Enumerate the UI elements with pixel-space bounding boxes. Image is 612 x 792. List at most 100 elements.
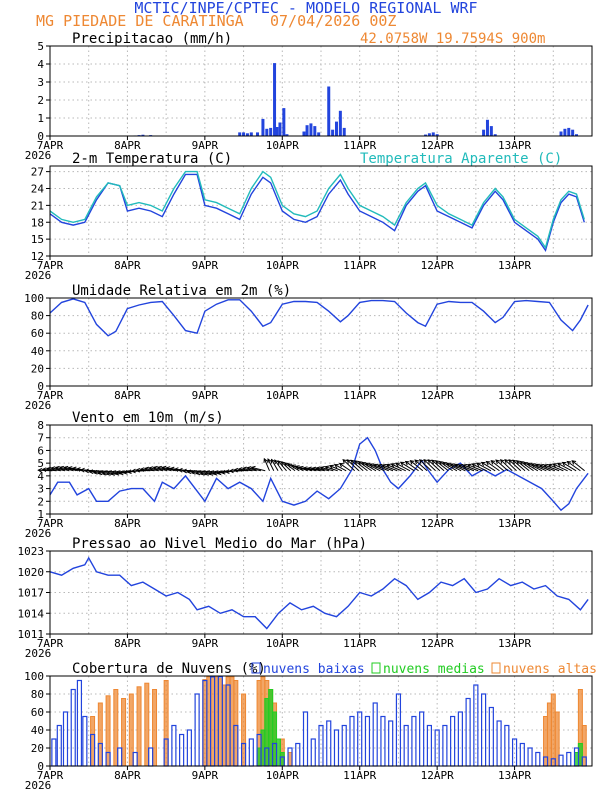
precip-bar — [567, 127, 571, 136]
wind-arrowhead — [495, 459, 501, 465]
wind-arrowhead — [442, 461, 448, 467]
wind-shaft — [471, 463, 487, 472]
x-tick-label: 9APR — [192, 389, 219, 402]
wind-arrowhead — [182, 468, 187, 474]
precip-bar — [331, 129, 335, 136]
x-tick-label: 9APR — [192, 637, 219, 650]
wind-arrowhead — [324, 465, 330, 470]
wind-arrowhead — [434, 460, 440, 465]
wind-arrowhead — [190, 469, 196, 475]
wind-arrowhead — [126, 469, 132, 475]
wind-arrowhead — [177, 467, 183, 473]
wind-arrowhead — [250, 465, 256, 471]
wind-arrowhead — [423, 458, 429, 464]
wind-arrowhead — [404, 460, 410, 466]
wind-arrowhead — [543, 464, 549, 469]
precip-bar — [238, 132, 242, 136]
cloud-bar-altas — [287, 752, 293, 767]
wind-arrowhead — [490, 460, 496, 465]
y-tick-label: 40 — [31, 724, 44, 737]
precip-bar — [309, 123, 313, 136]
wind-arrowhead — [342, 458, 348, 464]
header-run: 07/04/2026 00Z — [270, 12, 396, 30]
wind-arrowhead — [97, 470, 103, 476]
precip-bar — [571, 129, 575, 136]
wind-arrowhead — [92, 469, 98, 475]
y-tick-label: 80 — [31, 688, 44, 701]
y-tick-label: 100 — [24, 292, 44, 305]
header-coords: 42.0758W 19.7594S 900m — [360, 31, 545, 47]
wind-arrowhead — [283, 462, 289, 467]
panel-title: Vento em 10m (m/s) — [72, 410, 224, 426]
precip-bar — [482, 129, 486, 136]
y-tick-label: 20 — [31, 742, 44, 755]
wind-shaft — [339, 463, 351, 472]
x-tick-label: 9APR — [192, 259, 219, 272]
wind-shaft — [463, 464, 479, 472]
wind-shaft — [405, 461, 419, 472]
wind-arrowhead — [418, 459, 424, 464]
precip-bar — [282, 108, 286, 136]
wind-shaft — [495, 459, 509, 472]
wind-shaft — [439, 461, 453, 472]
x-tick-label: 13APR — [498, 637, 531, 650]
y-tick-label: 100 — [24, 670, 44, 683]
y-tick-label: 15 — [31, 233, 44, 246]
wind-arrowhead — [110, 471, 116, 476]
wind-arrowhead — [84, 468, 89, 474]
legend-entry: nuvens altas — [503, 662, 597, 677]
panel-title: Umidade Relativa em 2m (%) — [72, 283, 291, 299]
wind-shaft — [274, 459, 283, 472]
wind-shaft — [277, 460, 287, 472]
x-tick-label: 8APR — [114, 389, 141, 402]
wind-arrowhead — [122, 469, 128, 475]
y-tick-label: 1020 — [18, 566, 45, 579]
panel-title: 2-m Temperatura (C) — [72, 151, 232, 167]
precip-bar — [334, 121, 338, 136]
y-tick-label: 4 — [37, 470, 44, 483]
plot-frame — [49, 297, 593, 387]
wind-arrowhead — [105, 471, 111, 476]
x-year-label: 2026 — [25, 269, 52, 282]
wind-shaft — [361, 462, 377, 472]
wind-arrowhead — [414, 459, 420, 465]
x-tick-label: 7APR — [37, 637, 64, 650]
wind-arrowhead — [534, 463, 540, 469]
wind-shaft — [427, 459, 441, 472]
x-tick-label: 7APR — [37, 769, 64, 782]
y-tick-label: 1 — [37, 508, 44, 521]
series-line-press — [49, 556, 589, 630]
panel-clouds: Cobertura de Nuvens (%) 0 20 40 60 80 100 7APR 8… — [24, 661, 597, 792]
wind-arrowhead — [54, 465, 60, 471]
y-tick-label: 2 — [37, 94, 44, 107]
wind-arrowhead — [466, 463, 472, 469]
series-line-temp — [49, 170, 585, 250]
wind-arrowhead — [508, 459, 514, 464]
wind-arrowhead — [480, 461, 486, 467]
header-location: MG PIEDADE DE CARATINGA — [36, 12, 244, 30]
y-tick-label: 24 — [31, 183, 45, 196]
wind-shaft — [350, 459, 364, 472]
y-tick-label: 1023 — [18, 545, 45, 558]
wind-shaft — [414, 459, 428, 472]
wind-arrowhead — [212, 470, 218, 476]
y-tick-label: 21 — [31, 199, 44, 212]
wind-arrowhead — [328, 464, 334, 470]
wind-shaft — [508, 459, 522, 472]
wind-arrowhead — [538, 464, 544, 469]
x-tick-label: 11APR — [343, 769, 376, 782]
wind-arrowhead — [523, 461, 529, 467]
wind-arrowhead — [462, 464, 468, 469]
precip-bar — [431, 132, 435, 136]
wind-shaft — [486, 461, 500, 472]
wind-arrowhead — [338, 462, 344, 468]
wind-arrowhead — [220, 469, 226, 475]
precip-bar — [489, 126, 493, 136]
wind-arrowhead — [306, 466, 312, 472]
cloud-bar-altas — [163, 680, 169, 767]
y-tick-label: 7 — [37, 432, 44, 445]
y-tick-label: 0 — [37, 130, 44, 143]
wind-arrowhead — [161, 465, 167, 471]
x-tick-label: 9APR — [192, 517, 219, 530]
y-tick-label: 40 — [31, 345, 44, 358]
